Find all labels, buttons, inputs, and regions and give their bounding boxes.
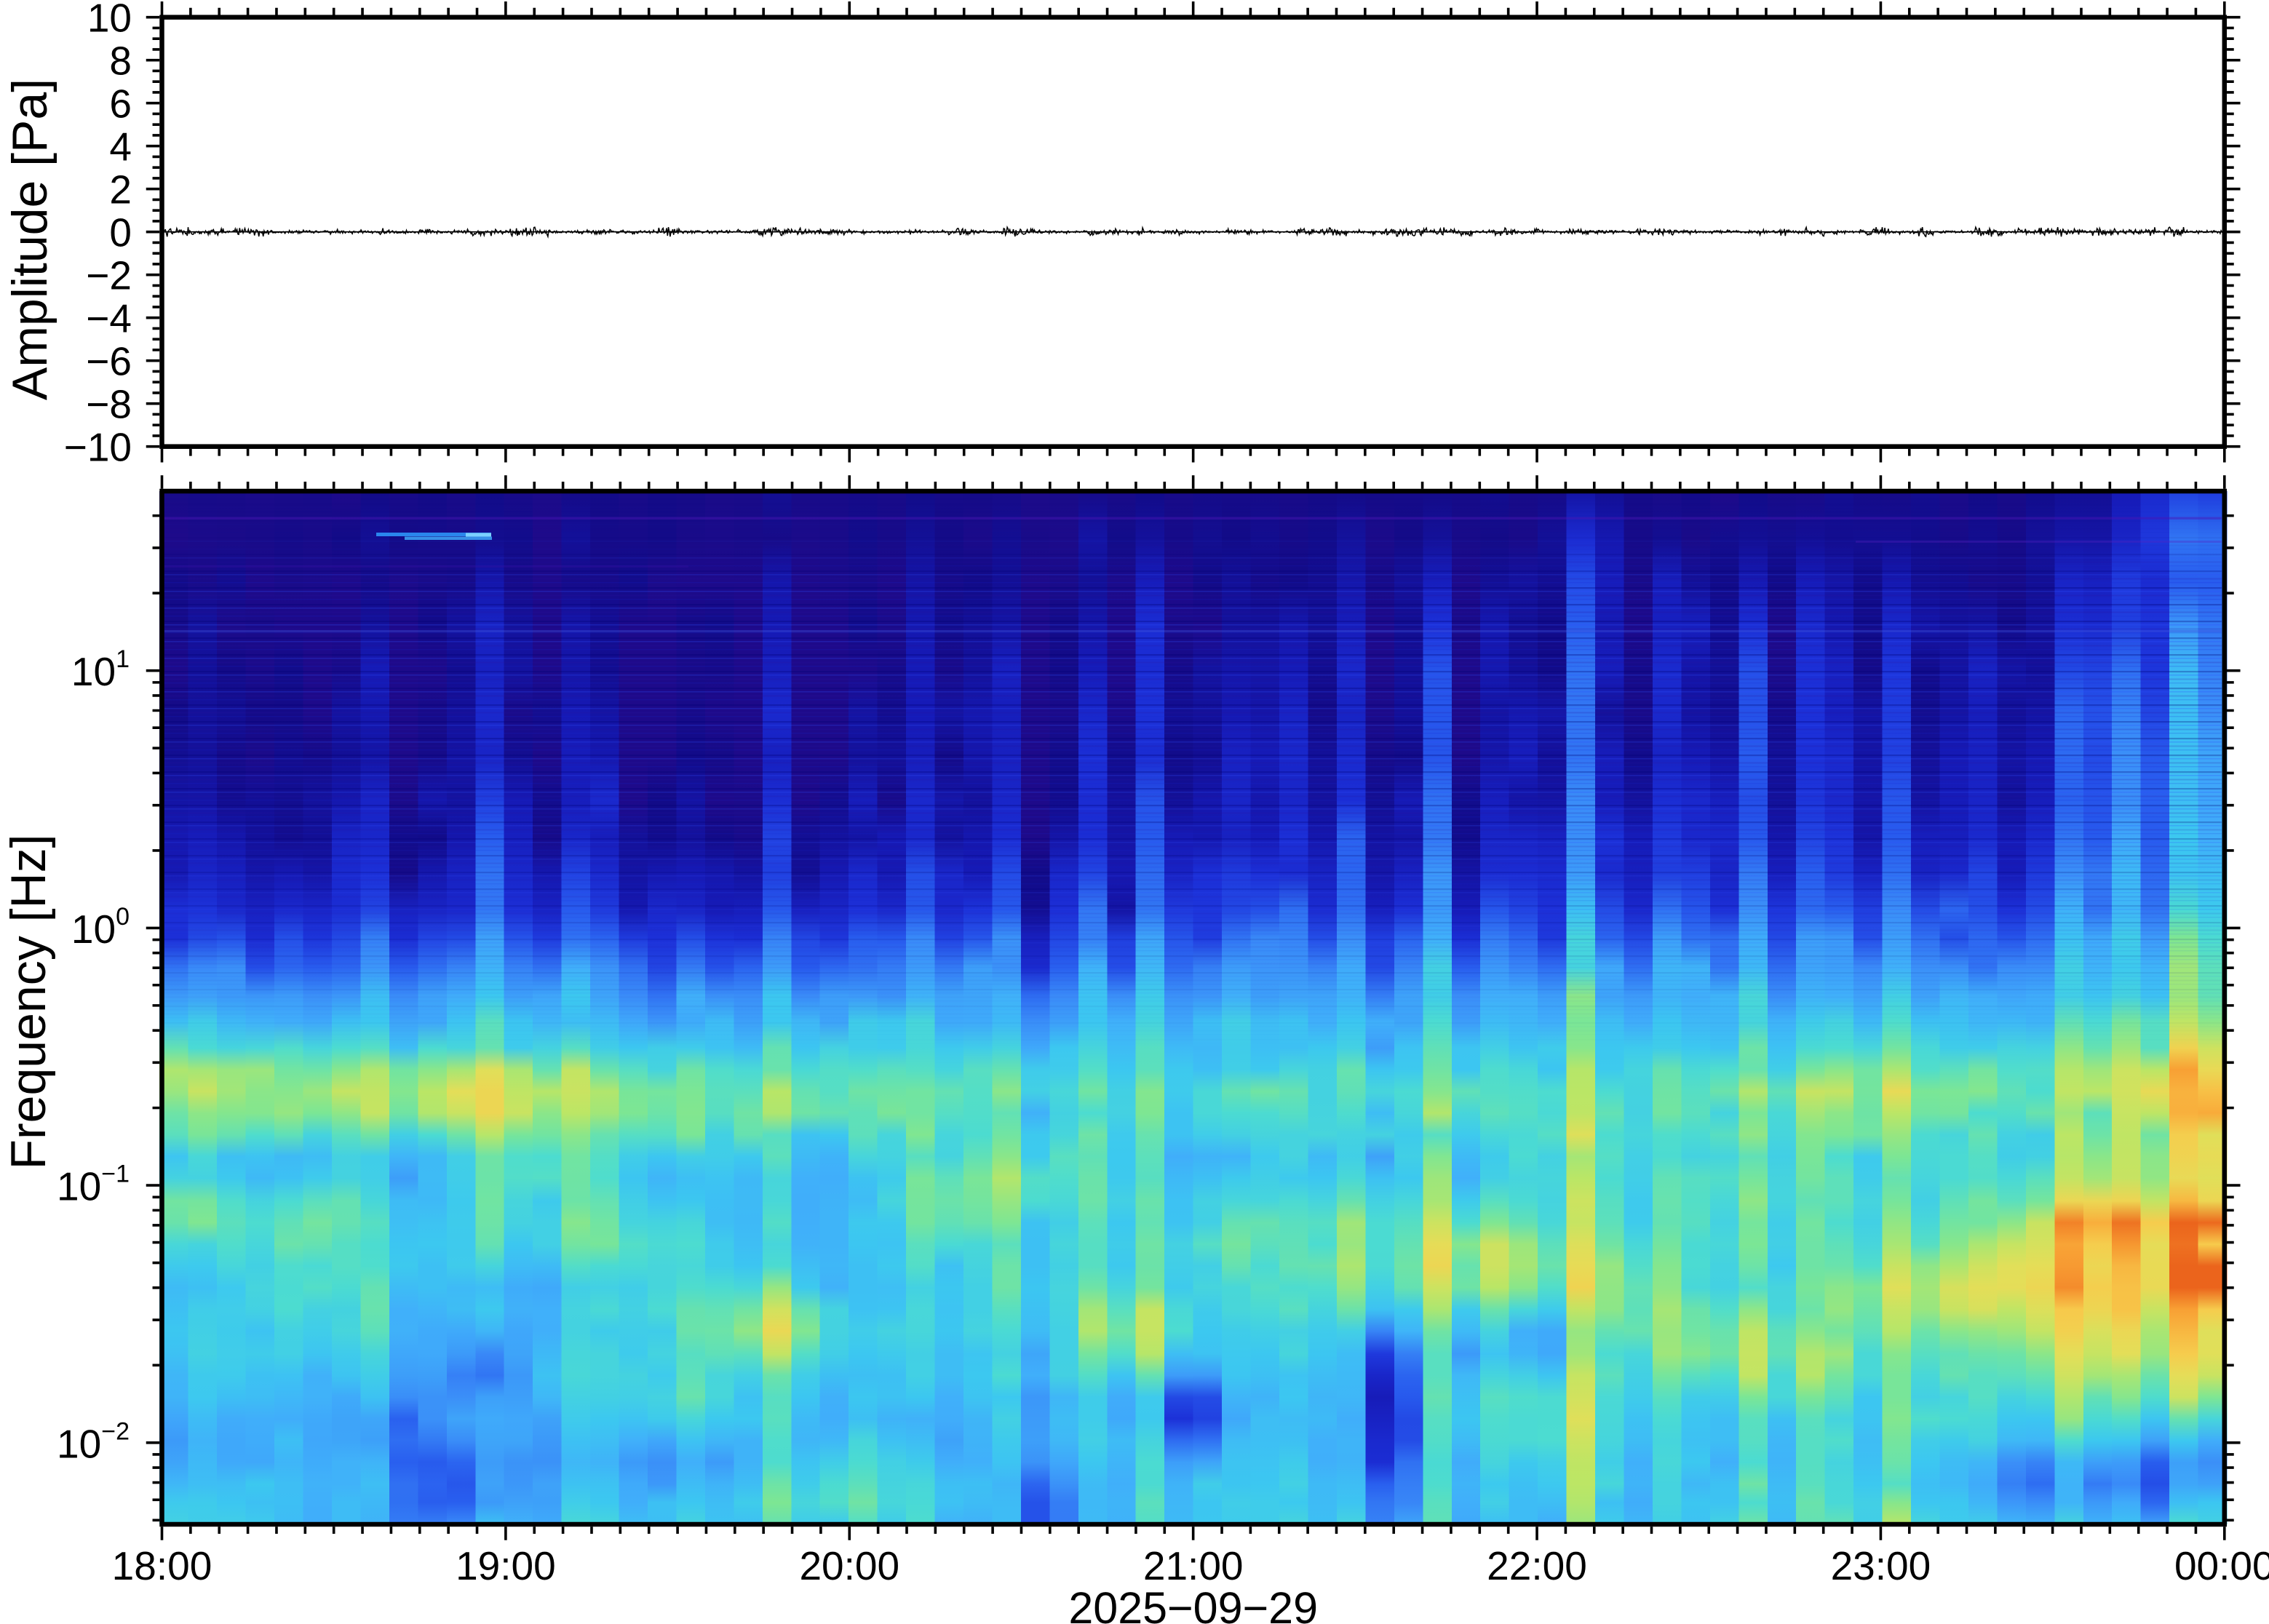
svg-text:−8: −8 bbox=[86, 381, 132, 426]
svg-text:19:00: 19:00 bbox=[456, 1543, 556, 1588]
svg-text:2025−09−29: 2025−09−29 bbox=[1068, 1583, 1318, 1624]
svg-text:23:00: 23:00 bbox=[1831, 1543, 1931, 1588]
svg-text:00:00: 00:00 bbox=[2174, 1543, 2269, 1588]
svg-text:0: 0 bbox=[109, 210, 132, 255]
svg-text:10−2: 10−2 bbox=[57, 1417, 130, 1466]
svg-text:Amplitude [Pa]: Amplitude [Pa] bbox=[2, 79, 57, 400]
svg-text:−4: −4 bbox=[86, 295, 132, 341]
svg-text:2: 2 bbox=[109, 167, 132, 212]
svg-text:10: 10 bbox=[87, 0, 132, 40]
svg-text:18:00: 18:00 bbox=[112, 1543, 212, 1588]
svg-text:6: 6 bbox=[109, 81, 132, 126]
svg-text:20:00: 20:00 bbox=[799, 1543, 899, 1588]
svg-text:Frequency [Hz]: Frequency [Hz] bbox=[1, 834, 56, 1169]
svg-text:−2: −2 bbox=[86, 252, 132, 298]
svg-text:−10: −10 bbox=[64, 424, 132, 469]
svg-text:21:00: 21:00 bbox=[1143, 1543, 1244, 1588]
svg-text:8: 8 bbox=[109, 38, 132, 83]
svg-text:−6: −6 bbox=[86, 338, 132, 383]
svg-text:4: 4 bbox=[109, 124, 132, 169]
svg-text:22:00: 22:00 bbox=[1487, 1543, 1587, 1588]
